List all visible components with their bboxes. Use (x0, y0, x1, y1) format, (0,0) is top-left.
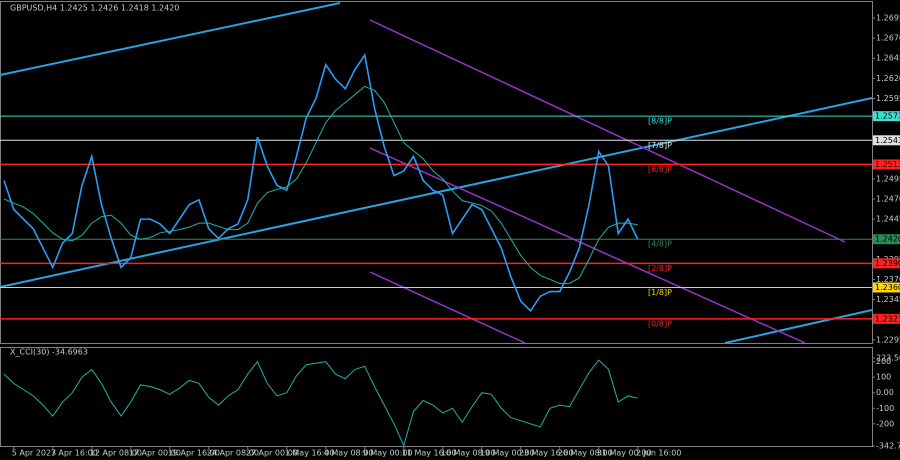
chart-title: GBPUSD,H4 1.2425 1.2426 1.2418 1.2420 (10, 4, 179, 13)
x-tick-label: 19 Apr 16:00 (168, 449, 220, 458)
level-tag: [8/8]P (648, 117, 672, 126)
x-tick-label: 27 Apr 00:00 (246, 449, 298, 458)
level-price-box (873, 111, 900, 122)
y-tick-label: 223.5004 (876, 354, 900, 363)
level-price-label: 1.2513 (875, 160, 900, 169)
x-tick-label: 23 May 16:00 (519, 449, 574, 458)
level-tag: [2/8]P (648, 264, 672, 273)
x-tick-label: 1 May 16:00 (285, 449, 335, 458)
series-line (3, 85, 638, 284)
channel-line (0, 2, 341, 76)
main-panel (0, 1, 873, 344)
indicator-title: X_CCI(30) -34.6963 (10, 348, 88, 357)
channel-line (724, 309, 873, 344)
y-tick-label: 1.2695 (876, 14, 900, 23)
level-price-box (873, 135, 900, 146)
x-tick-label: 19 May 00:00 (480, 449, 535, 458)
x-tick-label: 26 May 08:00 (558, 449, 613, 458)
y-tick-label: 1.2645 (876, 54, 900, 63)
level-price-box (873, 159, 900, 170)
y-tick-label: 100 (876, 373, 891, 382)
level-price-box (873, 282, 900, 293)
y-tick-label: 1.2620 (876, 74, 900, 83)
level-tag: [7/8]P (648, 141, 672, 150)
series-line (3, 359, 638, 448)
level-tag: [0/8]P (648, 319, 672, 328)
x-tick-label: 17 Apr 00:00 (129, 449, 181, 458)
y-tick-label: 1.2470 (876, 195, 900, 204)
y-tick-label: 1.2295 (876, 335, 900, 344)
x-tick-label: 7 Apr 16:00 (51, 449, 98, 458)
y-tick-label: 200 (876, 357, 891, 366)
level-tag: [4/8]P (648, 240, 672, 249)
channel-line (369, 19, 846, 243)
x-tick-label: 31 May 00:00 (597, 449, 652, 458)
cci-panel (0, 347, 873, 447)
x-tick-label: 12 Apr 08:00 (90, 449, 142, 458)
channel-line (369, 271, 526, 344)
level-tag: [1/8]P (648, 288, 672, 297)
channel-line (369, 147, 806, 344)
x-tick-label: 5 Apr 2023 (12, 449, 56, 458)
y-tick-label: -342.7902 (876, 442, 900, 451)
level-price-box (873, 258, 900, 269)
y-tick-label: 0.00 (876, 388, 894, 397)
y-tick-label: 1.2370 (876, 275, 900, 284)
level-price-label: 1.2390 (875, 259, 900, 268)
y-tick-label: 1.2670 (876, 34, 900, 43)
y-tick-label: -100 (876, 404, 894, 413)
level-price-box (873, 313, 900, 324)
y-tick-label: 1.2345 (876, 295, 900, 304)
x-tick-label: 24 Apr 08:00 (207, 449, 259, 458)
x-tick-label: 4 May 08:00 (324, 449, 374, 458)
y-tick-label: -200 (876, 419, 894, 428)
x-tick-label: 2 Jun 16:00 (636, 449, 682, 458)
level-tag: [6/8]P (648, 165, 672, 174)
level-price-label: 1.2573 (875, 112, 900, 121)
series-line (3, 52, 639, 313)
x-tick-label: 16 May 08:00 (441, 449, 496, 458)
level-price-label: 1.2420 (875, 235, 900, 244)
level-price-box (873, 234, 900, 245)
y-tick-label: 1.2495 (876, 174, 900, 183)
level-price-label: 1.2321 (875, 314, 900, 323)
x-tick-label: 9 May 00:00 (363, 449, 413, 458)
level-price-label: 1.2360 (875, 283, 900, 292)
y-tick-label: 1.2595 (876, 94, 900, 103)
x-tick-label: 11 May 16:00 (402, 449, 457, 458)
y-tick-label: 1.2445 (876, 215, 900, 224)
level-price-label: 1.2543 (875, 136, 900, 145)
